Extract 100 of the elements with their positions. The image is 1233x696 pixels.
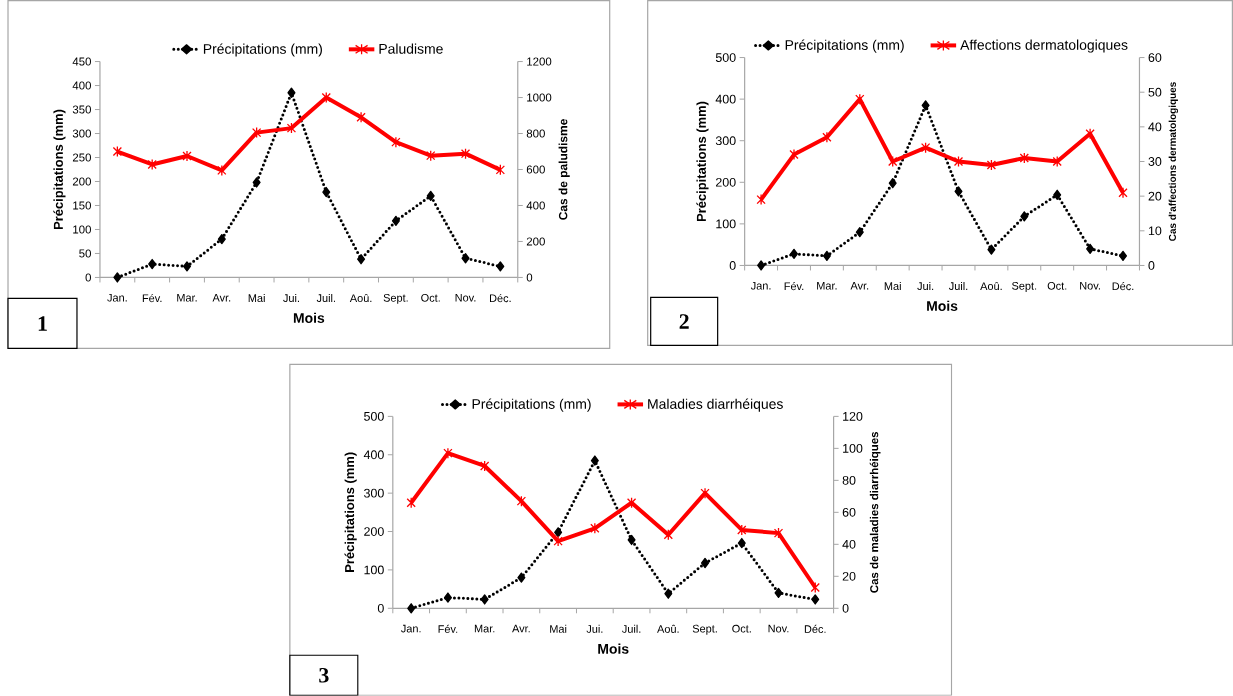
x-tick-label: Mar.	[177, 294, 197, 302]
x-tick-label: Mai	[884, 282, 901, 291]
point	[480, 594, 489, 605]
point	[811, 594, 820, 605]
point	[953, 155, 964, 168]
y2-tick-label: 1200	[527, 57, 552, 66]
point	[1085, 128, 1095, 140]
point	[426, 190, 435, 202]
point	[773, 527, 784, 539]
x-tick-label: Oct.	[732, 624, 751, 633]
y-axis-title: Précipitations (mm)	[696, 101, 709, 222]
x-tick-label: Jan.	[750, 282, 771, 290]
y-tick-label: 100	[73, 225, 91, 234]
point	[286, 122, 297, 134]
x-tick-label: Mar.	[474, 624, 495, 633]
point	[182, 261, 192, 272]
y2-tick-label: 100	[843, 444, 863, 453]
point	[810, 581, 820, 594]
y2-tick-label: 1000	[527, 93, 552, 102]
point	[112, 145, 123, 158]
legend-label: Affections dermatologiques	[960, 39, 1128, 53]
y2-tick-label: 40	[842, 540, 856, 549]
y-tick-label: 100	[364, 565, 384, 575]
point	[954, 186, 963, 197]
point	[1118, 250, 1128, 262]
x-tick-label: Juil.	[316, 294, 335, 303]
text: 1	[38, 316, 47, 331]
point	[1086, 243, 1095, 255]
point	[426, 150, 436, 162]
text: 2	[679, 314, 689, 329]
x-tick-label: Nov.	[1080, 282, 1100, 290]
point	[888, 155, 898, 168]
x-tick-label: Oct.	[1047, 282, 1067, 290]
x-tick-label: Jui.	[586, 624, 603, 633]
y2-tick-label: 600	[526, 165, 545, 174]
y-tick-label: 0	[377, 603, 384, 613]
point	[701, 557, 710, 569]
x-tick-label: Fév.	[438, 624, 458, 634]
point	[391, 215, 400, 227]
point	[774, 587, 783, 599]
x-tick-label: Fév.	[142, 294, 162, 303]
y-tick-label: 350	[72, 105, 91, 114]
point	[356, 111, 366, 124]
y2-tick-label: 10	[1148, 226, 1162, 236]
x-tick-label: Aoû.	[349, 294, 372, 303]
point	[1053, 189, 1062, 200]
y-tick-label: 0	[729, 261, 736, 270]
x-axis-title: Mois	[927, 300, 958, 312]
x-axis-title: Mois	[598, 643, 629, 654]
y2-tick-label: 40	[1148, 122, 1162, 132]
x-tick-label: Sept.	[1012, 282, 1037, 292]
y2-tick-label: 400	[526, 201, 545, 210]
y-tick-label: 200	[364, 527, 384, 537]
x-tick-label: Nov.	[768, 624, 789, 633]
x-tick-label: Déc.	[804, 624, 826, 634]
y-tick-label: 450	[72, 57, 91, 66]
y2-tick-label: 20	[1148, 191, 1162, 201]
y2-tick-label: 0	[842, 603, 849, 613]
point	[496, 261, 505, 272]
point	[700, 487, 710, 499]
point	[443, 447, 453, 459]
point	[517, 572, 526, 583]
y-axis-title: Précipitations (mm)	[53, 109, 66, 230]
point	[147, 158, 157, 171]
point	[921, 100, 930, 111]
x-tick-label: Avr.	[850, 282, 869, 290]
x-tick-label: Nov.	[455, 294, 476, 302]
point	[443, 592, 452, 603]
x-tick-label: Mai	[550, 624, 567, 633]
x-tick-label: Jan.	[401, 624, 421, 633]
y-tick-label: 400	[363, 450, 384, 460]
point	[590, 522, 600, 535]
y2-tick-label: 80	[842, 476, 856, 485]
point	[357, 254, 366, 265]
point	[554, 527, 563, 538]
point	[553, 535, 563, 547]
point	[407, 603, 416, 614]
point	[148, 258, 157, 270]
y2-tick-label: 120	[843, 412, 863, 421]
point	[987, 244, 996, 255]
y-axis-title: Précipitations (mm)	[344, 452, 357, 572]
y2-axis-title: Cas d'affections dermatologiques	[1168, 82, 1178, 241]
point	[920, 142, 931, 154]
y-tick-label: 300	[72, 129, 91, 138]
y2-tick-label: 20	[842, 571, 856, 581]
point	[287, 87, 296, 98]
point	[664, 588, 673, 599]
point	[516, 495, 527, 507]
y2-tick-label: 800	[526, 129, 545, 138]
point	[737, 537, 746, 549]
point	[460, 148, 471, 160]
x-tick-label: Jan.	[107, 294, 127, 302]
y-tick-label: 200	[715, 177, 736, 187]
y-tick-label: 0	[85, 273, 91, 282]
y-tick-label: 150	[73, 201, 91, 210]
point	[1118, 187, 1128, 199]
point	[737, 524, 747, 536]
point	[888, 178, 897, 189]
y2-tick-label: 30	[1148, 157, 1162, 166]
point	[406, 497, 416, 509]
